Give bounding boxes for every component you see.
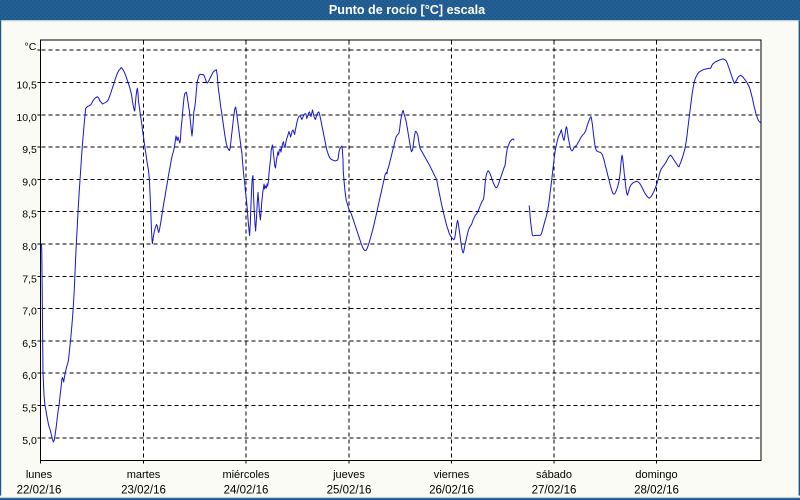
- svg-text:viernes: viernes: [434, 469, 470, 481]
- svg-text:domingo: domingo: [635, 469, 677, 481]
- svg-text:°C: °C: [25, 41, 37, 53]
- svg-text:10,5: 10,5: [16, 80, 37, 92]
- svg-text:28/02/16: 28/02/16: [634, 484, 679, 496]
- svg-text:sábado: sábado: [536, 469, 572, 481]
- svg-text:9,0: 9,0: [22, 176, 37, 188]
- svg-text:lunes: lunes: [26, 469, 53, 481]
- svg-text:22/02/16: 22/02/16: [17, 484, 62, 496]
- svg-text:9,5: 9,5: [22, 144, 37, 156]
- svg-text:6,0: 6,0: [22, 370, 37, 382]
- svg-text:jueves: jueves: [332, 469, 365, 481]
- svg-text:24/02/16: 24/02/16: [224, 484, 269, 496]
- svg-text:23/02/16: 23/02/16: [121, 484, 166, 496]
- svg-text:miércoles: miércoles: [222, 469, 270, 481]
- svg-text:martes: martes: [127, 469, 161, 481]
- svg-text:5,0: 5,0: [22, 435, 37, 447]
- svg-text:5,5: 5,5: [22, 403, 37, 415]
- svg-text:26/02/16: 26/02/16: [429, 484, 474, 496]
- svg-text:25/02/16: 25/02/16: [327, 484, 372, 496]
- svg-text:7,0: 7,0: [22, 306, 37, 318]
- svg-text:8,0: 8,0: [22, 241, 37, 253]
- svg-text:7,5: 7,5: [22, 273, 37, 285]
- svg-text:8,5: 8,5: [22, 209, 37, 221]
- svg-text:6,5: 6,5: [22, 338, 37, 350]
- svg-text:10,0: 10,0: [16, 112, 37, 124]
- svg-text:Punto de rocío [°C] escala: Punto de rocío [°C] escala: [329, 3, 486, 17]
- svg-text:27/02/16: 27/02/16: [532, 484, 577, 496]
